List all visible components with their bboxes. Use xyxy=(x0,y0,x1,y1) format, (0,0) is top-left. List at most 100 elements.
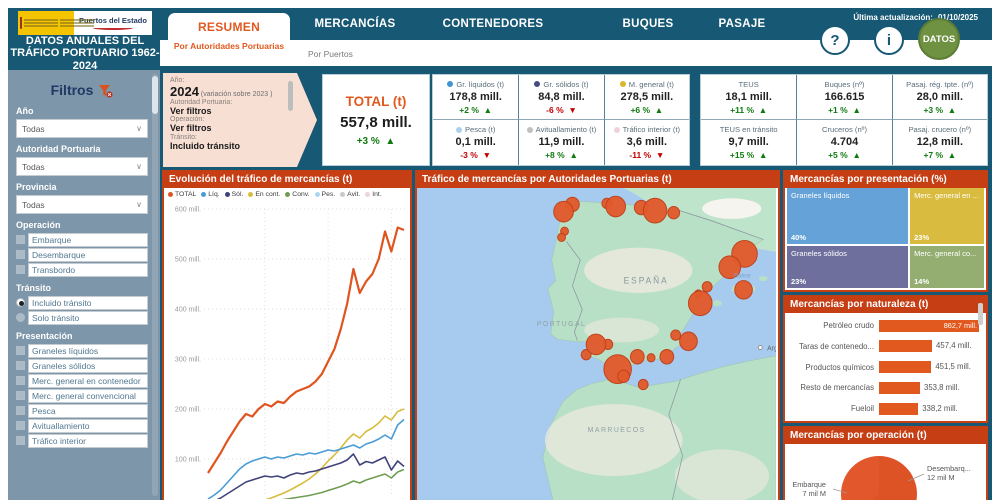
kpi-card-avituallamiento-t-: Avituallamiento (t) 11,9 mill. +8 % ▲ xyxy=(518,120,603,165)
filter-funnel-icon[interactable] xyxy=(99,85,113,98)
kpi-card-teus-en-tr-nsito: TEUS en tránsito 9,7 mill. +15 % ▲ xyxy=(719,125,778,160)
legend-item-int[interactable]: Int. xyxy=(365,191,382,198)
down-arrow-icon: ▼ xyxy=(655,150,665,160)
legend-item-sl[interactable]: Sól. xyxy=(224,191,243,198)
port-bubble[interactable] xyxy=(687,290,713,317)
filter-section-label: Operación xyxy=(16,220,61,230)
tab-pasaje[interactable]: PASAJE xyxy=(718,18,766,30)
tab-mercancías[interactable]: MERCANCÍAS xyxy=(314,18,396,30)
up-arrow-icon: ▲ xyxy=(852,104,861,115)
checkbox-graneles-s-lidos[interactable]: Graneles sólidos xyxy=(16,359,148,373)
callout-row-label: Operación: xyxy=(170,116,205,124)
treemap-cell-graneles-s-lidos[interactable]: Graneles sólidos 23% xyxy=(787,246,909,288)
port-bubble[interactable] xyxy=(679,331,698,352)
evolution-line-chart[interactable]: 600 mill. 500 mill. 400 mill. 300 mill. 200 … xyxy=(164,199,408,500)
kpi-card-tr-fico-interior-t-: Tráfico interior (t) 3,6 mill. -11 % ▼ xyxy=(603,120,689,165)
legend-item-encont[interactable]: En cont. xyxy=(248,191,280,198)
legend-item-avit[interactable]: Avit. xyxy=(340,191,360,198)
kpi-grid-cargo-types: Gr. líquidos (t) 178,8 mill. +2 % ▲ Gr. sól… xyxy=(432,74,690,166)
info-button[interactable]: i xyxy=(874,25,904,55)
port-bubble[interactable] xyxy=(585,333,607,356)
treemap-cell-graneles-l-quidos[interactable]: Graneles líquidos 40% xyxy=(787,188,909,244)
pyrenees-border xyxy=(676,209,764,240)
chevron-down-icon: ∨ xyxy=(136,200,142,209)
legend-item-lq[interactable]: Líq. xyxy=(201,191,220,198)
callout-row-value: Incluido tránsito xyxy=(170,140,241,151)
bar-productos-qu-micos[interactable] xyxy=(879,361,932,373)
tab-resumen[interactable]: RESUMEN xyxy=(168,13,290,41)
brand-swoosh-icon xyxy=(92,26,133,30)
port-bubble[interactable] xyxy=(659,349,675,365)
nature-bar-chart: Petróleo crudo 862,7 mill. Taras de conten… xyxy=(791,317,979,417)
up-arrow-icon: ▲ xyxy=(852,150,861,160)
checkbox-graneles-l-quidos[interactable]: Graneles líquidos xyxy=(16,344,148,358)
checkbox-merc-general-en-contenedor[interactable]: Merc. general en contenedor xyxy=(16,374,148,388)
treemap-cell-merc-general-en-[interactable]: Merc. general en ... 23% xyxy=(910,188,984,244)
kpi-card-pasaj-crucero-n-: Pasaj. crucero (nº) 12,8 mill. +7 % ▲ xyxy=(891,120,987,165)
checkbox-merc-general-convencional[interactable]: Merc. general convencional xyxy=(16,389,148,403)
nature-bars-title: Mercancías por naturaleza (t) xyxy=(785,297,986,313)
port-bubble[interactable] xyxy=(605,195,627,218)
presentation-treemap-title: Mercancías por presentación (%) xyxy=(785,172,986,188)
kpi-card-pasaj-r-g-tpte-n-: Pasaj. rég. tpte. (nº) 28,0 mill. +3 % ▲ xyxy=(891,75,987,120)
subtab-por-puertos[interactable]: Por Puertos xyxy=(308,49,353,59)
sidebar-scrollbar-thumb[interactable] xyxy=(152,76,158,114)
port-bubble[interactable] xyxy=(617,369,630,384)
bar-resto-de-mercanc-as[interactable] xyxy=(879,381,920,394)
legend-item-conv[interactable]: Conv. xyxy=(285,191,310,198)
kpi-card-gr-l-quidos-t-: Gr. líquidos (t) 178,8 mill. +2 % ▲ xyxy=(433,75,519,120)
datos-button[interactable]: DATOS xyxy=(918,18,960,60)
map-title: Tráfico de mercancías por Autoridades Po… xyxy=(417,172,778,188)
port-bubble[interactable] xyxy=(637,378,649,391)
port-bubble[interactable] xyxy=(646,353,656,363)
port-bubble[interactable] xyxy=(718,255,742,280)
help-button[interactable]: ? xyxy=(820,25,850,55)
port-bubble[interactable] xyxy=(553,200,574,223)
spain-ports-map[interactable]: ESPAÑA PORTUGAL MARRUECOS Balear Arg xyxy=(417,188,778,500)
legend-item-total[interactable]: TOTAL xyxy=(168,191,196,198)
checkbox-pesca[interactable]: Pesca xyxy=(16,404,148,418)
dropdown-provincia[interactable]: Todas ∨ xyxy=(16,195,148,214)
checkbox-embarque[interactable]: Embarque xyxy=(16,233,148,247)
port-bubble[interactable] xyxy=(642,197,668,224)
presentation-treemap: Graneles líquidos 40% Merc. general en ...… xyxy=(787,188,984,288)
port-bubble[interactable] xyxy=(629,349,645,365)
bar-petr-leo-crudo[interactable]: 862,7 mill. xyxy=(879,319,979,332)
subtab-strip xyxy=(160,40,992,66)
ibiza-island xyxy=(712,300,722,307)
bar-fueloil[interactable] xyxy=(879,402,919,415)
subtab-por-autoridades-portuarias[interactable]: Por Autoridades Portuarias xyxy=(173,41,285,51)
bar-taras-de-contenedo-[interactable] xyxy=(879,340,933,353)
port-bubble[interactable] xyxy=(580,349,592,361)
tab-buques[interactable]: BUQUES xyxy=(622,18,674,30)
checkbox-tr-fico-interior[interactable]: Tráfico interior xyxy=(16,434,148,448)
callout-row-value: Ver filtros xyxy=(170,106,212,116)
dropdown-a-o[interactable]: Todas ∨ xyxy=(16,119,148,138)
checkbox-avituallamiento[interactable]: Avituallamiento xyxy=(16,419,148,433)
svg-text:300 mill.: 300 mill. xyxy=(175,357,201,364)
nature-scrollbar-thumb[interactable] xyxy=(978,303,983,325)
callout-scrollbar-thumb[interactable] xyxy=(288,81,293,111)
port-bubble[interactable] xyxy=(667,206,681,220)
up-arrow-icon: ▲ xyxy=(654,104,664,115)
port-bubble[interactable] xyxy=(557,232,567,243)
line-series-sl xyxy=(214,453,405,500)
down-arrow-icon: ▼ xyxy=(568,104,577,115)
port-bubble[interactable] xyxy=(734,280,753,300)
tab-contenedores[interactable]: CONTENEDORES xyxy=(442,18,544,30)
page-title: DATOS ANUALES DEL TRÁFICO PORTUARIO 1962… xyxy=(10,35,160,72)
port-bubble[interactable] xyxy=(670,329,682,341)
checkbox-desembarque[interactable]: Desembarque xyxy=(16,248,148,262)
radio-incluido-tr-nsito[interactable]: Incluido tránsito xyxy=(16,296,148,310)
checkbox-transbordo[interactable]: Transbordo xyxy=(16,263,148,277)
up-arrow-icon: ▲ xyxy=(947,104,957,115)
presentation-treemap-panel: Mercancías por presentación (%) Graneles… xyxy=(783,170,988,292)
radio-solo-tr-nsito[interactable]: Solo tránsito xyxy=(16,311,148,325)
dropdown-autoridad-portuaria[interactable]: Todas ∨ xyxy=(16,157,148,176)
callout-row-value: 2024 (variación sobre 2023 ) xyxy=(170,84,273,99)
legend-item-pes[interactable]: Pes. xyxy=(314,191,335,198)
treemap-cell-merc-general-co-[interactable]: Merc. general co... 14% xyxy=(910,246,984,288)
svg-text:600 mill.: 600 mill. xyxy=(175,207,201,214)
port-bubble[interactable] xyxy=(701,281,713,293)
sidebar-scrollbar[interactable] xyxy=(152,74,158,496)
